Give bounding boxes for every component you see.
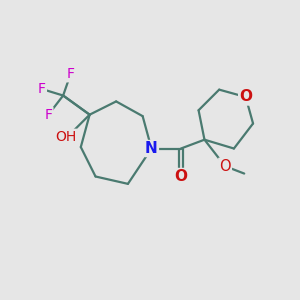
Text: O: O <box>219 159 231 174</box>
Text: OH: OH <box>56 130 77 144</box>
Text: F: F <box>67 67 74 81</box>
Text: N: N <box>145 141 158 156</box>
Text: O: O <box>239 89 252 104</box>
Text: F: F <box>38 82 46 96</box>
Text: F: F <box>44 108 52 122</box>
Text: O: O <box>174 169 188 184</box>
